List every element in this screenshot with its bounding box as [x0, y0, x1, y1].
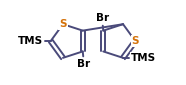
- Text: TMS: TMS: [18, 36, 43, 46]
- Text: TMS: TMS: [131, 53, 156, 63]
- Text: S: S: [59, 19, 67, 29]
- Text: S: S: [132, 36, 139, 46]
- Text: Br: Br: [96, 13, 109, 23]
- Text: Br: Br: [77, 59, 90, 69]
